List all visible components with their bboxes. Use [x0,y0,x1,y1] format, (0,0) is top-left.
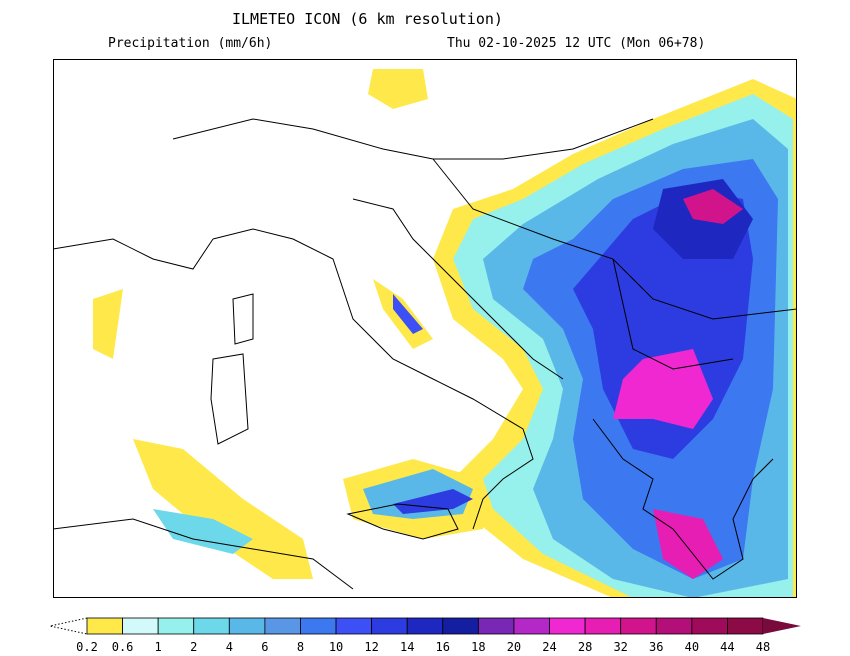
colorbar-segment [335,617,373,635]
coastline-greece [592,418,774,580]
colorbar-label: 44 [720,640,735,654]
colorbar-segment [300,617,337,635]
colorbar-label: 32 [613,640,628,654]
colorbar-label: 16 [435,640,451,654]
precip-yellow [133,439,313,579]
colorbar-label: 36 [649,640,664,654]
colorbar-label: 6 [261,640,269,654]
colorbar-label: 48 [755,640,771,654]
precip-blue [393,489,473,514]
map-frame [53,59,797,598]
colorbar-label: 12 [364,640,379,654]
colorbar-segment [655,617,693,635]
colorbar-label: 8 [296,640,305,654]
variable-label: Precipitation (mm/6h) [108,36,273,51]
precip-blue [393,294,423,334]
coastline-france-spain [53,238,214,270]
colorbar-segment [371,617,408,635]
coastline-sicily [346,503,459,540]
colorbar-segment [228,617,266,635]
colorbar-segment [620,617,657,635]
colorbar-segment [193,617,230,635]
colorbar-segment [86,617,123,635]
colorbar-label: 24 [542,640,557,654]
coastlines [53,118,798,590]
colorbar-label: 0.6 [111,640,134,654]
colorbar-segment [513,617,550,635]
colorbar-segment [264,617,301,635]
colorbar-label: 10 [328,640,344,654]
colorbar-under-arrow [49,617,88,635]
precipitation-map [53,59,798,598]
colorbar-label: 20 [506,640,522,654]
colorbar-segment [157,617,195,635]
colorbar-segment [406,617,444,635]
valid-time: Thu 02-10-2025 12 UTC (Mon 06+78) [447,36,706,51]
colorbar-label: 14 [399,640,415,654]
colorbar-segment [122,617,159,635]
precip-yellow [368,69,428,109]
colorbar-segment [549,617,586,635]
map-title: ILMETEO ICON (6 km resolution) [232,10,503,28]
precip-cyan [153,509,253,554]
colorbar-label: 0.2 [76,640,98,654]
coastline-adriatic [352,198,564,380]
colorbar-over-arrow [763,618,801,634]
colorbar-label: 2 [190,640,198,654]
colorbar-label: 28 [577,640,593,654]
coastline-italy [212,228,534,530]
coastline-sardinia [210,353,249,445]
precip-magenta [683,189,743,224]
colorbar-label: 18 [471,640,486,654]
colorbar-segment [584,617,622,635]
colorbar [49,617,801,635]
coastline-corsica [232,293,254,345]
precip-magenta [653,509,723,579]
precip-field [93,69,797,598]
colorbar-segment [691,617,728,635]
precip-yellow [93,289,123,359]
colorbar-segment [477,617,515,635]
colorbar-label: 1 [154,640,162,654]
colorbar-segment [442,617,479,635]
border-lines [172,118,798,370]
precip-magenta [613,349,713,429]
colorbar-label: 40 [684,640,700,654]
colorbar-label: 4 [225,640,233,654]
coastline-africa [53,518,354,590]
colorbar-segment [727,617,764,635]
